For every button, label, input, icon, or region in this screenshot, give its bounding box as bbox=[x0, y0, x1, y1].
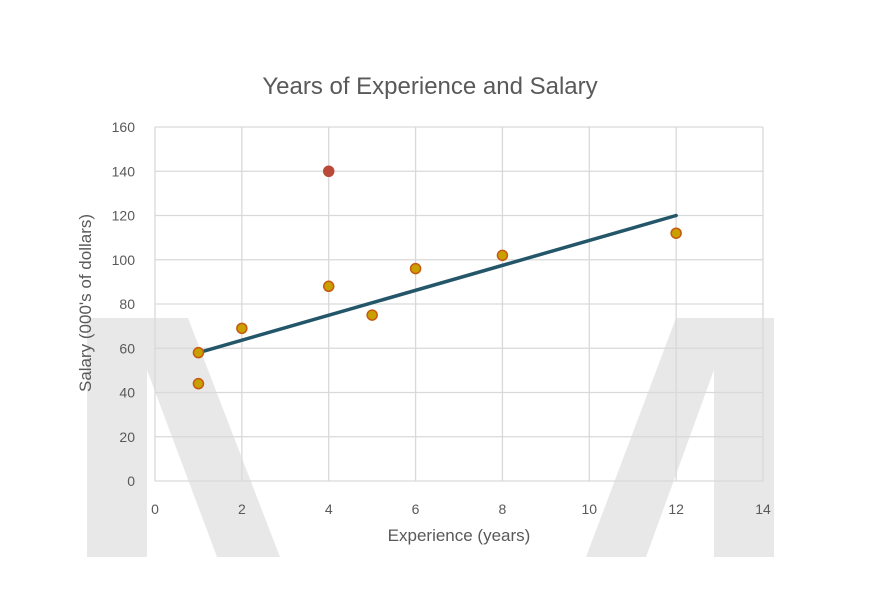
data-point bbox=[192, 346, 205, 359]
data-point bbox=[496, 249, 509, 262]
y-tick-label: 160 bbox=[112, 119, 136, 135]
y-tick-label: 0 bbox=[127, 473, 135, 489]
data-point bbox=[670, 227, 682, 239]
x-tick-label: 8 bbox=[499, 501, 507, 517]
x-tick-labels: 0 2 4 6 8 10 12 14 bbox=[151, 501, 771, 517]
data-point bbox=[236, 322, 248, 335]
y-tick-label: 40 bbox=[119, 385, 135, 401]
x-tick-label: 2 bbox=[238, 501, 246, 517]
y-tick-labels: 0 20 40 60 80 100 120 140 160 bbox=[112, 119, 136, 489]
x-tick-label: 12 bbox=[668, 501, 684, 517]
watermark-left-shape bbox=[87, 318, 280, 557]
y-tick-label: 140 bbox=[112, 163, 136, 179]
chart-title: Years of Experience and Salary bbox=[262, 73, 597, 100]
grid-lines bbox=[154, 126, 764, 482]
x-tick-label: 4 bbox=[325, 501, 333, 517]
data-point bbox=[322, 280, 335, 293]
y-tick-label: 120 bbox=[112, 208, 136, 224]
trendline-layer bbox=[196, 213, 678, 355]
data-point bbox=[322, 165, 335, 177]
data-point bbox=[366, 309, 378, 321]
data-points bbox=[192, 165, 682, 390]
watermark-right-shape bbox=[586, 318, 774, 557]
y-axis-label: Salary (000's of dollars) bbox=[76, 214, 95, 392]
y-tick-label: 60 bbox=[119, 340, 135, 356]
x-tick-label: 0 bbox=[151, 501, 159, 517]
y-tick-label: 80 bbox=[119, 296, 135, 312]
data-point bbox=[192, 377, 205, 390]
y-tick-label: 20 bbox=[119, 429, 135, 445]
watermark-shapes bbox=[87, 318, 774, 557]
data-point bbox=[409, 262, 422, 275]
x-tick-label: 6 bbox=[412, 501, 420, 517]
x-tick-label: 10 bbox=[581, 501, 597, 517]
trendline bbox=[196, 213, 678, 355]
x-tick-label: 14 bbox=[755, 501, 771, 517]
x-axis-label: Experience (years) bbox=[388, 526, 531, 545]
y-tick-label: 100 bbox=[112, 252, 136, 268]
